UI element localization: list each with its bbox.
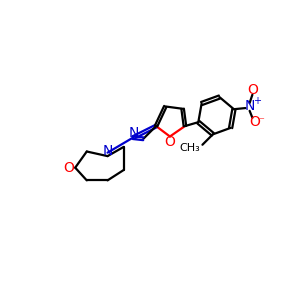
Text: +: + [253,96,261,106]
Text: O: O [63,161,74,175]
Text: CH₃: CH₃ [179,142,200,152]
Text: ⁻: ⁻ [258,116,264,126]
Text: N: N [244,99,255,113]
Text: O: O [249,116,260,129]
Text: N: N [103,144,113,158]
Text: O: O [164,135,175,149]
Text: O: O [247,82,258,97]
Text: N: N [129,126,139,140]
